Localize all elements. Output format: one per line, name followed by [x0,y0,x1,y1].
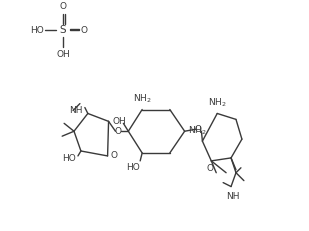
Text: O: O [115,127,122,136]
Text: NH: NH [70,106,83,115]
Text: NH: NH [226,192,240,201]
Text: OH: OH [56,50,70,59]
Text: HO: HO [30,26,43,35]
Text: NH$_2$: NH$_2$ [133,92,151,105]
Text: S: S [60,25,66,36]
Text: NH$_2$: NH$_2$ [188,125,206,137]
Text: OH: OH [112,117,126,126]
Text: O: O [81,26,88,35]
Text: O: O [111,152,117,161]
Text: NH$_2$: NH$_2$ [208,96,226,109]
Text: O: O [207,164,214,173]
Text: HO: HO [126,163,140,172]
Text: O: O [195,125,202,134]
Text: HO: HO [62,154,76,163]
Text: O: O [60,2,67,11]
